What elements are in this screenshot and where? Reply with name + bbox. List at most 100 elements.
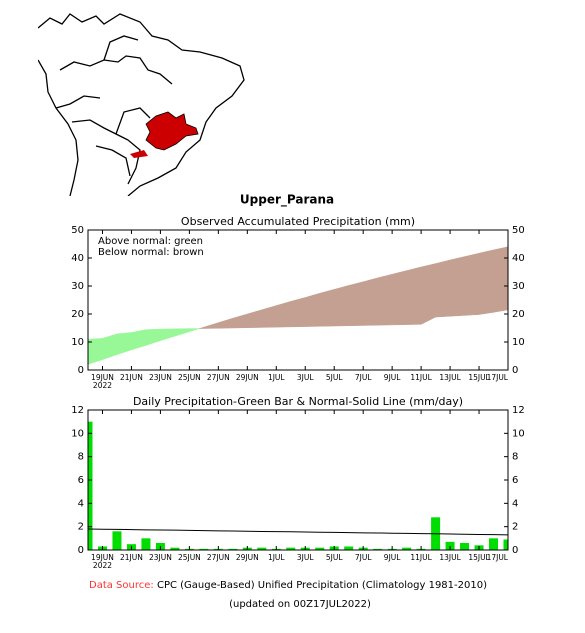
y2-tick-label: 40: [512, 253, 525, 264]
area-segment: [247, 309, 263, 328]
annotation: Above normal: green: [98, 236, 203, 247]
plot-area: [88, 421, 508, 550]
year-label: 2022: [93, 381, 112, 390]
area-segment: [493, 246, 508, 313]
chart: Daily Precipitation-Green Bar & Normal-S…: [71, 395, 524, 570]
year-label: 2022: [93, 561, 112, 570]
area-segment: [348, 281, 364, 327]
bar: [88, 421, 93, 550]
area-segment: [406, 266, 422, 325]
source: CPC (Gauge-Based) Unified Precipitation …: [157, 580, 487, 591]
x-tick-label: 9JUL: [384, 553, 401, 562]
area-segment: [145, 328, 161, 346]
area-segment: [290, 297, 306, 328]
y-tick-label: 20: [71, 309, 84, 320]
y-tick-label: 8: [78, 452, 84, 463]
area-segment: [449, 256, 465, 317]
area-segment: [203, 322, 219, 329]
area-segment: [276, 301, 292, 328]
bar: [344, 546, 354, 550]
area-segment: [189, 328, 200, 332]
y2-tick-label: 20: [512, 309, 525, 320]
y2-tick-label: 6: [512, 475, 518, 486]
area-segment: [131, 329, 147, 351]
x-tick-label: 15JUL: [468, 553, 490, 562]
y2-tick-label: 8: [512, 452, 518, 463]
area-segment: [377, 273, 393, 326]
y-tick-label: 6: [78, 475, 84, 486]
x-tick-label: 1JUL: [268, 373, 285, 382]
area-segment: [218, 317, 234, 329]
map: [38, 13, 245, 196]
x-tick-label: 29JUN: [236, 373, 259, 382]
x-tick-label: 19JUN: [91, 373, 114, 382]
bar: [402, 547, 412, 550]
y-tick-label: 0: [78, 365, 84, 376]
area-segment: [391, 270, 407, 326]
x-tick-label: 27JUN: [207, 373, 230, 382]
x-tick-label: 25JUN: [178, 373, 201, 382]
chart: Observed Accumulated Precipitation (mm) A…: [71, 215, 524, 390]
x-tick-label: 21JUN: [120, 373, 143, 382]
y2-tick-label: 10: [512, 337, 525, 348]
bar: [460, 543, 470, 550]
bar: [315, 547, 325, 550]
x-tick-label: 7JUL: [355, 373, 372, 382]
x-tick-label: 29JUN: [236, 553, 259, 562]
plot-area: [88, 246, 508, 365]
x-tick-label: 7JUL: [355, 553, 372, 562]
bar: [112, 531, 122, 550]
bar: [170, 547, 180, 550]
bar: [445, 541, 455, 550]
bar: [199, 548, 209, 550]
y2-tick-label: 4: [512, 498, 518, 509]
area-segment: [435, 259, 451, 318]
y-tick-label: 0: [78, 545, 84, 556]
y-tick-label: 10: [71, 337, 84, 348]
y2-tick-label: 30: [512, 281, 525, 292]
area-segment: [464, 252, 480, 316]
x-tick-label: 5JUL: [326, 553, 343, 562]
y2-tick-label: 0: [512, 365, 518, 376]
x-tick-label: 17JUL: [487, 373, 509, 382]
x-tick-label: 15JUL: [468, 373, 490, 382]
y-tick-label: 4: [78, 498, 84, 509]
annotation: Below normal: brown: [98, 247, 204, 258]
map-title: Upper_Parana: [240, 193, 334, 208]
bar: [373, 548, 383, 550]
plot-frame: [87, 409, 509, 551]
area-segment: [199, 326, 205, 329]
y-tick-label: 2: [78, 522, 84, 533]
y-tick-label: 10: [71, 428, 84, 439]
chart-title: Daily Precipitation-Green Bar & Normal-S…: [133, 395, 463, 408]
x-tick-label: 5JUL: [326, 373, 343, 382]
area-segment: [174, 328, 190, 337]
x-tick-label: 25JUN: [178, 553, 201, 562]
source-label: Data Source:: [89, 580, 154, 591]
bar: [228, 548, 238, 550]
bar: [503, 539, 508, 550]
bar: [489, 538, 499, 550]
normal-line: [88, 528, 508, 536]
y2-tick-label: 50: [512, 225, 525, 236]
area-segment: [333, 285, 349, 327]
y2-tick-label: 0: [512, 545, 518, 556]
x-tick-label: 23JUN: [149, 373, 172, 382]
y-tick-label: 40: [71, 253, 84, 264]
footer-updated: (updated on 00Z17JUL2022): [229, 599, 371, 610]
basin: [130, 111, 199, 158]
x-tick-label: 17JUL: [487, 553, 509, 562]
bar: [286, 547, 296, 550]
area-segment: [478, 249, 494, 315]
x-tick-label: 11JUL: [410, 553, 432, 562]
x-tick-label: 23JUN: [149, 553, 172, 562]
area-segment: [102, 333, 118, 360]
area-segment: [362, 277, 378, 326]
x-tick-label: 13JUL: [439, 373, 461, 382]
bar: [141, 538, 151, 550]
x-tick-label: 3JUL: [297, 373, 314, 382]
area-segment: [420, 263, 436, 325]
x-tick-label: 3JUL: [297, 553, 314, 562]
x-tick-label: 11JUL: [410, 373, 432, 382]
